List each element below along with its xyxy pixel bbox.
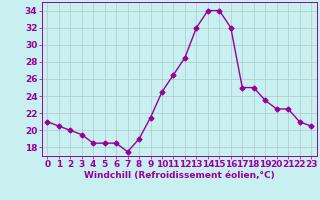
X-axis label: Windchill (Refroidissement éolien,°C): Windchill (Refroidissement éolien,°C) [84, 171, 275, 180]
